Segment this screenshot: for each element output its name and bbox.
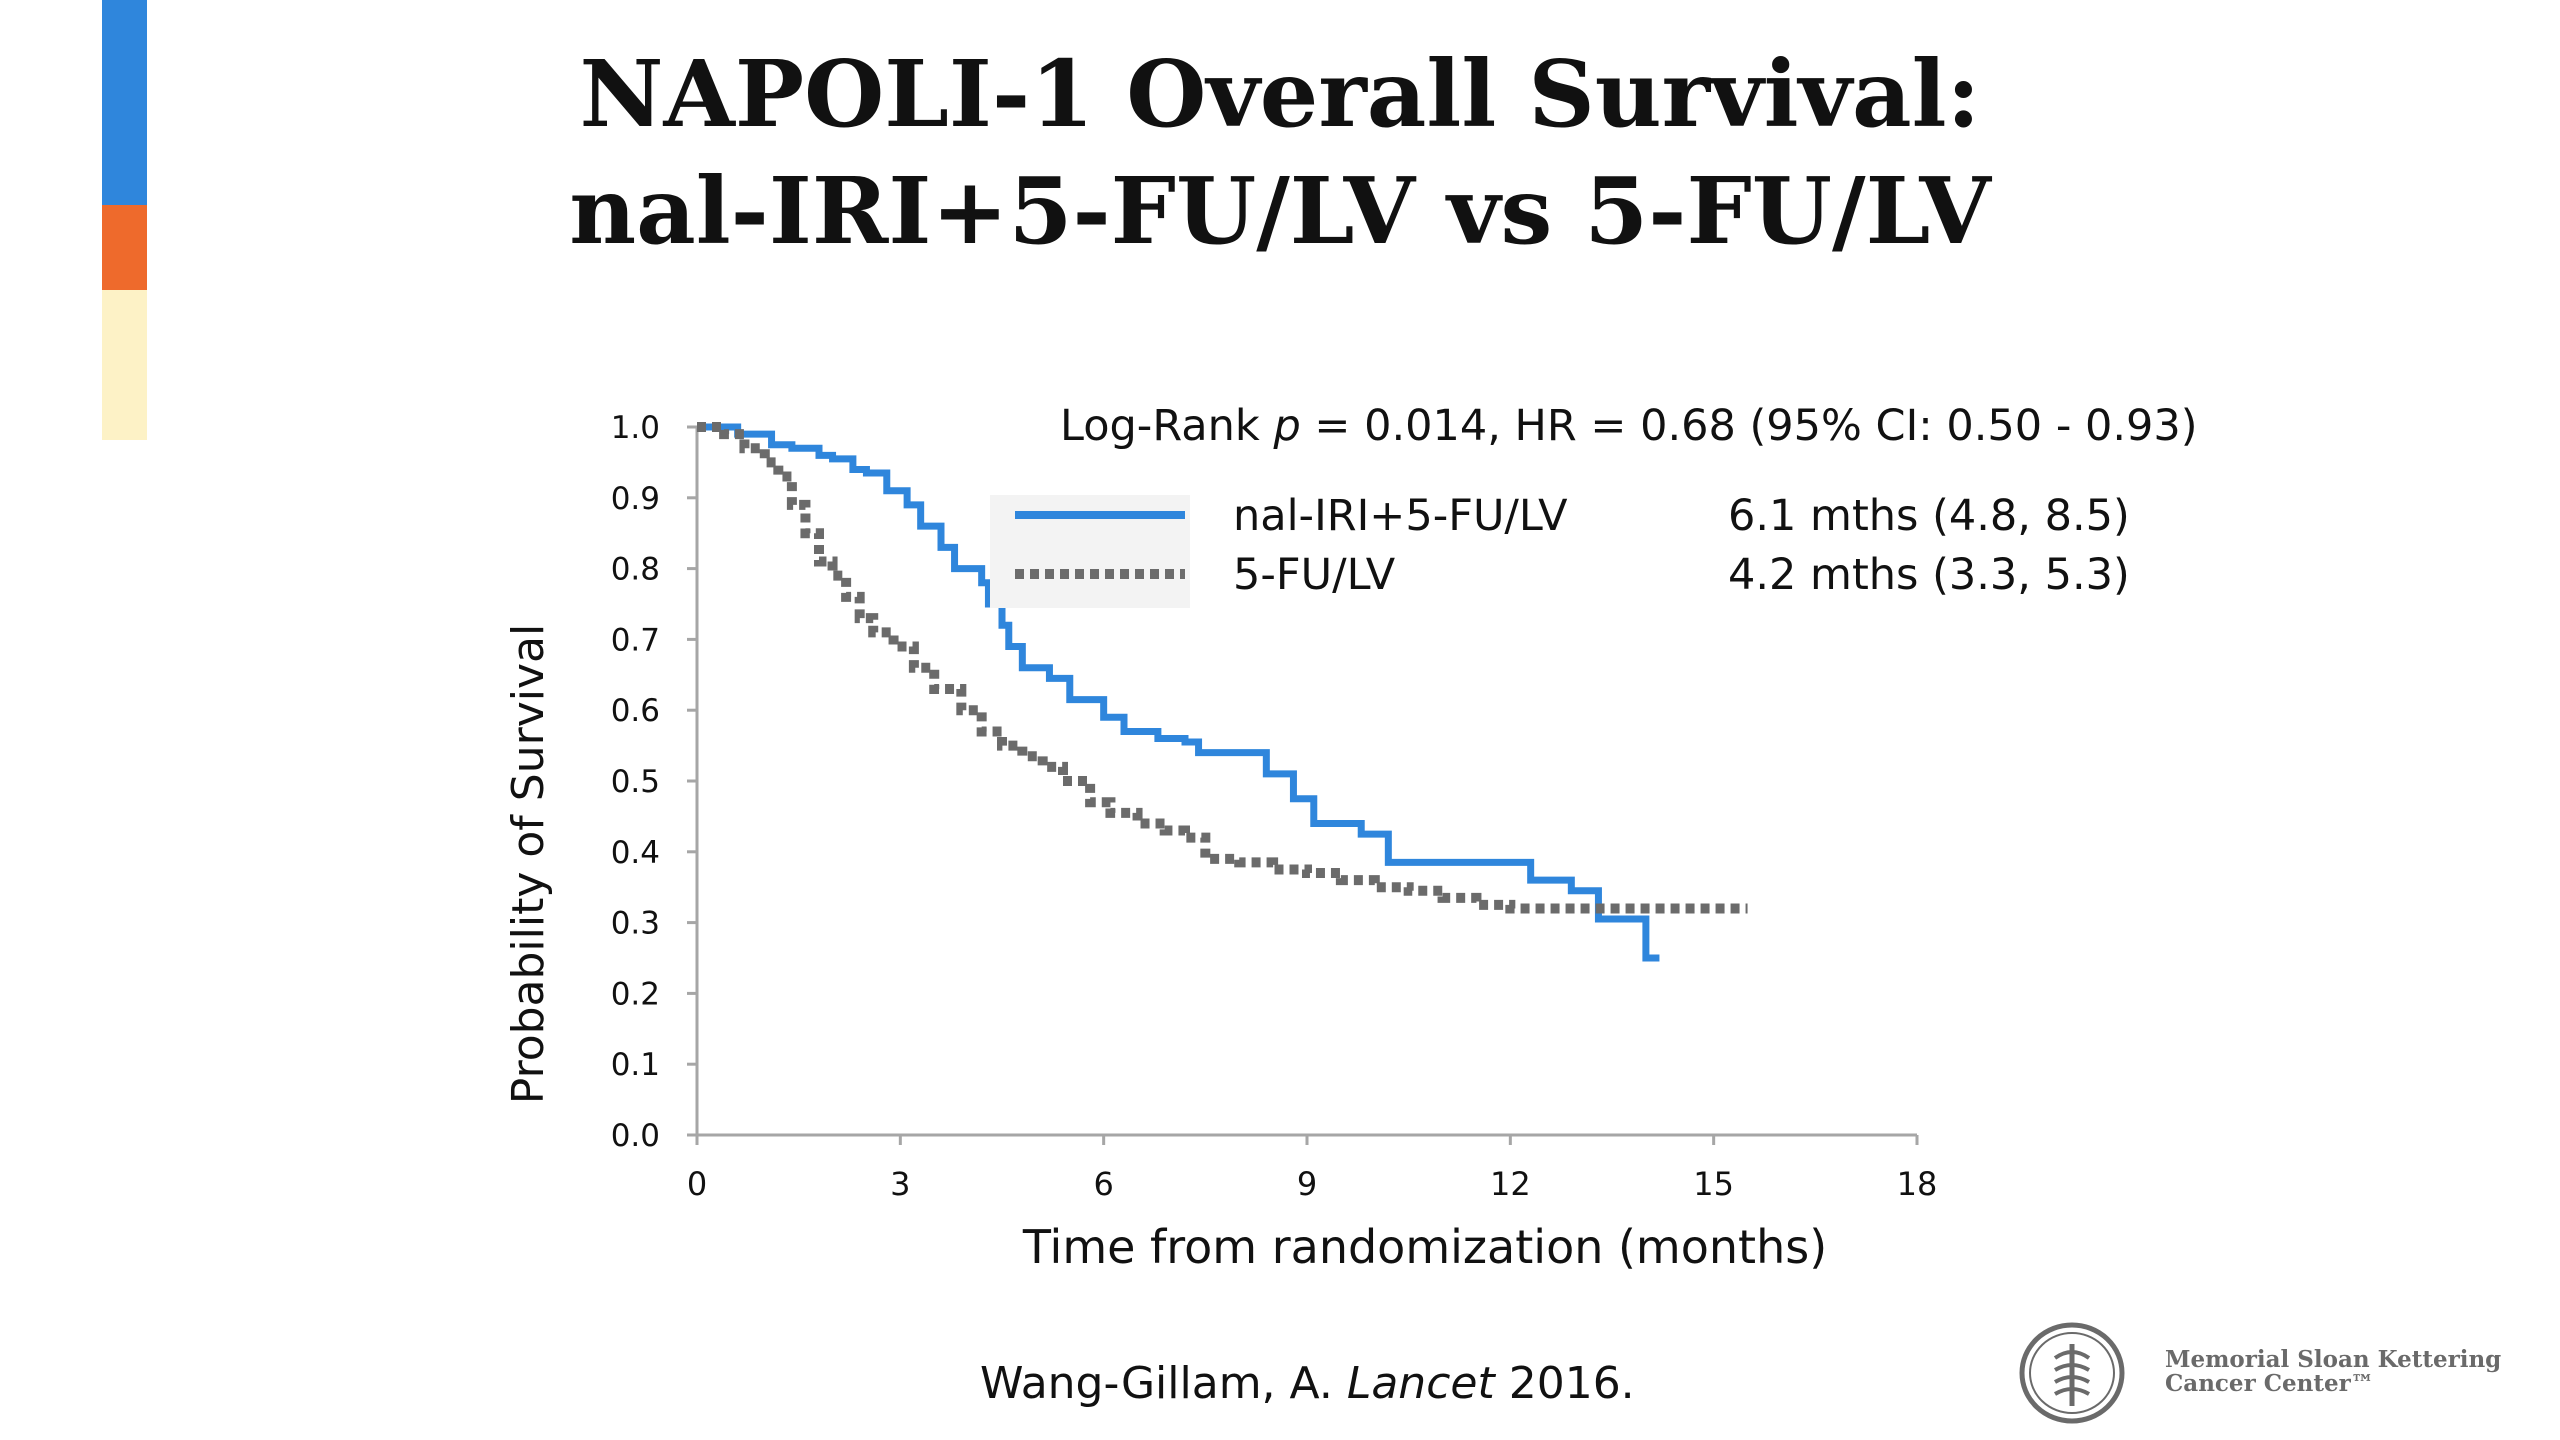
legend-median-text: 4.2 mths (3.3, 5.3) bbox=[1728, 550, 2130, 600]
msk-logo-text: Memorial Sloan Kettering Cancer Center™ bbox=[2165, 1348, 2501, 1396]
y-tick-label: 0.2 bbox=[611, 976, 660, 1012]
citation-year: 2016. bbox=[1494, 1358, 1635, 1409]
msk-logo-icon bbox=[2019, 1322, 2125, 1424]
msk-logo: Memorial Sloan Kettering Cancer Center™ bbox=[2015, 1318, 2515, 1428]
y-tick-label: 0.0 bbox=[611, 1118, 660, 1154]
x-tick-label: 18 bbox=[1897, 1165, 1938, 1203]
y-tick-label: 0.9 bbox=[611, 481, 660, 517]
y-tick-label: 0.1 bbox=[611, 1047, 660, 1083]
x-tick-label: 6 bbox=[1093, 1165, 1113, 1203]
accent-bar-cream bbox=[102, 290, 147, 440]
accent-bar-orange bbox=[102, 205, 147, 290]
legend-series-name: 5-FU/LV bbox=[1233, 550, 1396, 600]
citation-author: Wang-Gillam, A. bbox=[980, 1358, 1347, 1409]
legend-median-text: 6.1 mths (4.8, 8.5) bbox=[1728, 491, 2130, 541]
annotation-prefix: Log-Rank bbox=[1060, 401, 1273, 451]
accent-bar-blue bbox=[102, 0, 147, 205]
chart-legend: nal-IRI+5-FU/LV 6.1 mths (4.8, 8.5) 5-FU/L… bbox=[990, 491, 2130, 608]
citation-journal: Lancet bbox=[1346, 1358, 1495, 1409]
citation: Wang-Gillam, A. Lancet 2016. bbox=[980, 1358, 1635, 1409]
y-tick-label: 0.3 bbox=[611, 906, 660, 942]
y-tick-label: 0.8 bbox=[611, 552, 660, 588]
series-line-5fu-lv bbox=[697, 422, 1748, 914]
log-rank-annotation: Log-Rank p = 0.014, HR = 0.68 (95% CI: 0… bbox=[1060, 401, 2198, 451]
chart-axes: 0 3 6 9 12 15 18 0.0 0.1 0.2 0.3 0.4 0.5 0.6 0.7 0.8 0.9… bbox=[611, 410, 1938, 1203]
msk-logo-line-1: Memorial Sloan Kettering bbox=[2165, 1346, 2502, 1373]
y-tick-label: 0.5 bbox=[611, 764, 660, 800]
y-tick-label: 1.0 bbox=[611, 410, 660, 446]
msk-logo-line-2: Cancer Center™ bbox=[2165, 1370, 2374, 1397]
x-tick-label: 15 bbox=[1693, 1165, 1734, 1203]
y-tick-label: 0.6 bbox=[611, 693, 660, 729]
slide-title-line-1: NAPOLI-1 Overall Survival: bbox=[579, 40, 1981, 148]
series-line-nal-iri bbox=[697, 423, 1660, 962]
legend-series-name: nal-IRI+5-FU/LV bbox=[1233, 491, 1568, 541]
y-axis-title: Probability of Survival bbox=[503, 624, 554, 1104]
chart-series bbox=[697, 422, 1748, 962]
y-tick-label: 0.4 bbox=[611, 835, 660, 871]
x-tick-label: 0 bbox=[687, 1165, 707, 1203]
y-tick-label: 0.7 bbox=[611, 622, 660, 658]
annotation-stats: = 0.014, HR = 0.68 (95% CI: 0.50 - 0.93) bbox=[1301, 401, 2198, 451]
x-tick-label: 9 bbox=[1297, 1165, 1317, 1203]
x-tick-label: 3 bbox=[890, 1165, 910, 1203]
slide-title-line-2: nal-IRI+5-FU/LV vs 5-FU/LV bbox=[569, 157, 1991, 265]
x-tick-label: 12 bbox=[1490, 1165, 1531, 1203]
annotation-p-symbol: p bbox=[1272, 401, 1300, 451]
x-axis-title: Time from randomization (months) bbox=[1022, 1220, 1827, 1274]
